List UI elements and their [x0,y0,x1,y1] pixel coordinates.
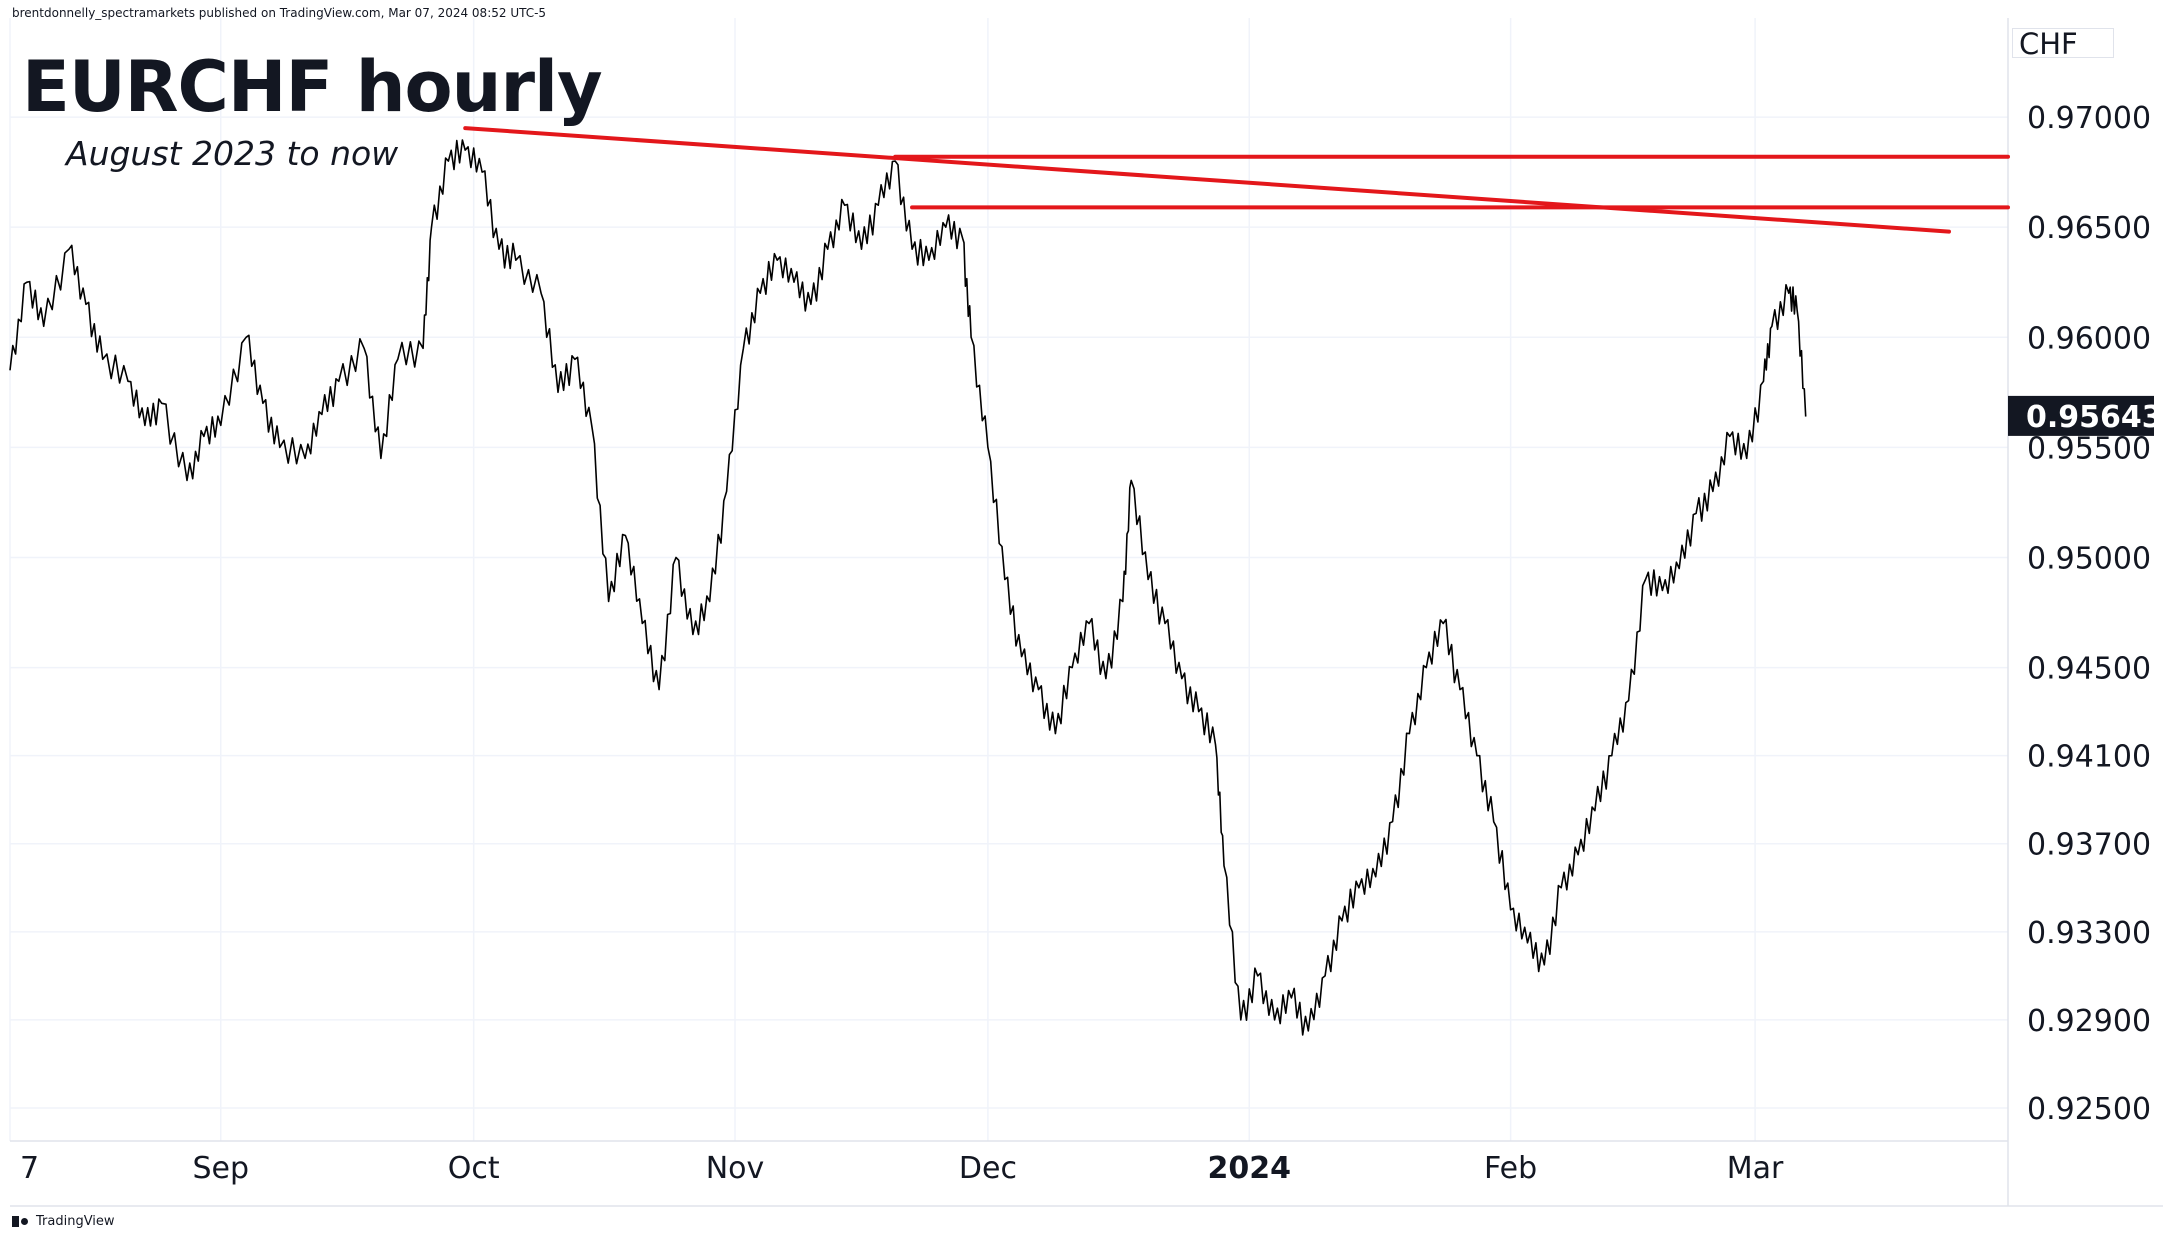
trendline-0[interactable] [463,126,1951,234]
x-tick-label: Mar [1727,1151,1784,1186]
y-tick-label: 0.95000 [2027,541,2151,576]
currency-label[interactable]: CHF [2012,28,2114,59]
x-tick-label: Feb [1484,1151,1537,1186]
x-tick-label: 7 [20,1151,39,1186]
y-tick-label: 0.95500 [2027,431,2151,466]
y-tick-label: 0.94500 [2027,652,2151,687]
price-series [9,139,1807,1036]
y-tick-label: 0.93700 [2027,828,2151,863]
y-tick-label: 0.93300 [2027,916,2151,951]
trendlines [463,126,2010,234]
brand-label: TradingView [36,1214,115,1229]
y-tick-label: 0.96500 [2027,211,2151,246]
y-tick-label: 0.96000 [2027,321,2151,356]
last-price-marker: 0.95643 [2008,395,2163,436]
time-axis[interactable]: 7 Sep Oct Nov Dec 2024 Feb Mar [20,1151,1784,1186]
y-tick-label: 0.92500 [2027,1092,2151,1127]
x-tick-label: Oct [448,1151,500,1186]
tradingview-brand: TradingView [12,1214,115,1229]
x-tick-label: Nov [706,1151,765,1186]
price-axis[interactable]: 0.97000 0.96500 0.96000 0.95500 0.95000 0.945… [2027,101,2151,1127]
y-tick-label: 0.97000 [2027,101,2151,136]
y-tick-label: 0.92900 [2027,1004,2151,1039]
x-tick-label: 2024 [1208,1151,1292,1186]
publisher-note: brentdonnelly_spectramarkets published o… [12,6,547,20]
x-tick-label: Dec [959,1151,1017,1186]
chart-subtitle: August 2023 to now [66,134,399,173]
series-line-0 [9,139,1807,1036]
y-tick-label: 0.94100 [2027,740,2151,775]
last-price-badge [2008,395,2154,436]
last-price-label: 0.95643 [2026,400,2163,435]
x-tick-label: Sep [192,1151,249,1186]
chart-title: EURCHF hourly [22,46,603,128]
tradingview-logo-icon [12,1216,30,1227]
grid-lines [9,18,2008,1141]
